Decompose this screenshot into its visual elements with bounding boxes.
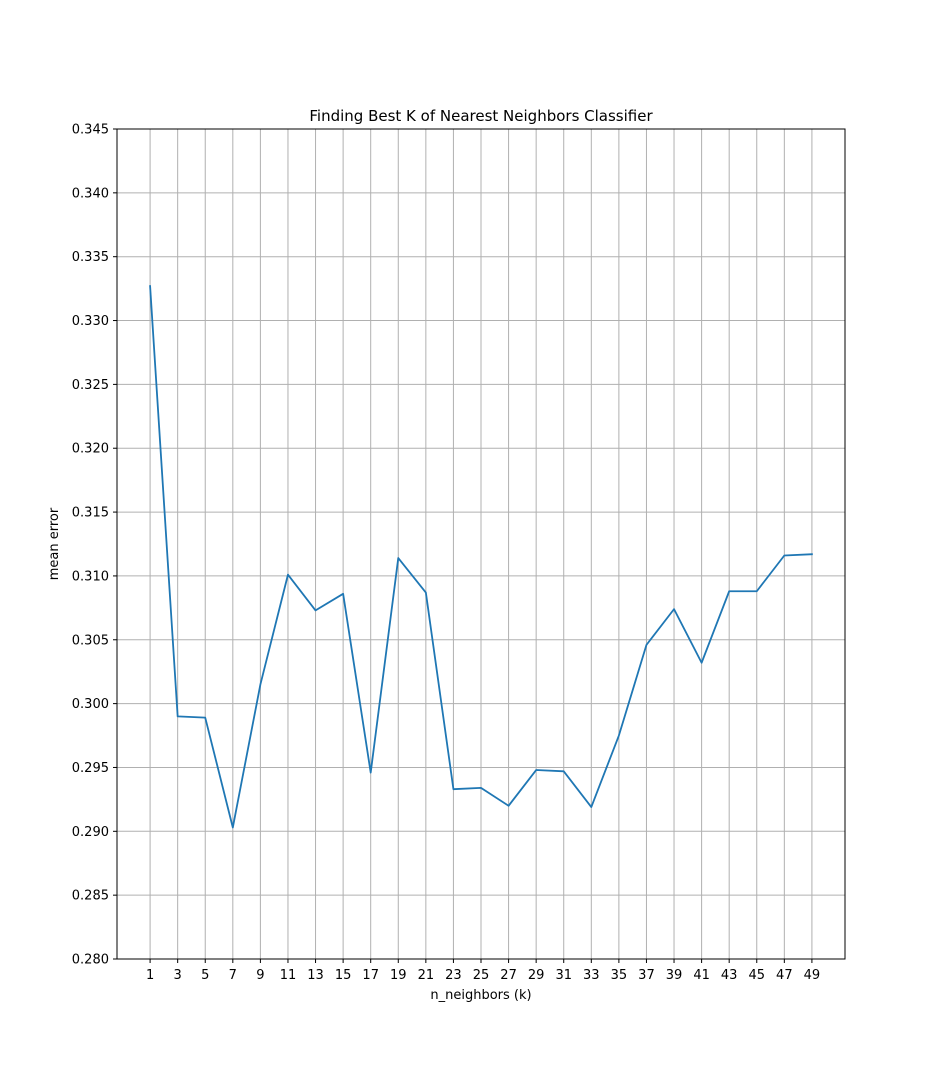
x-tick-label: 31 bbox=[555, 968, 572, 983]
y-tick-label: 0.325 bbox=[72, 378, 109, 393]
x-tick-label: 35 bbox=[611, 968, 628, 983]
x-tick-label: 39 bbox=[666, 968, 683, 983]
y-tick-label: 0.330 bbox=[72, 314, 109, 329]
x-tick-label: 13 bbox=[307, 968, 324, 983]
x-tick-label: 11 bbox=[280, 968, 297, 983]
x-tick-label: 19 bbox=[390, 968, 407, 983]
ticks: 1 3 5 7 9 11 13 15 17 19 21 23 25 27 29 31 33 35 37 39 41 43 4… bbox=[72, 123, 820, 984]
x-tick-label: 9 bbox=[256, 968, 264, 983]
y-tick-label: 0.285 bbox=[72, 889, 109, 904]
data-point bbox=[287, 574, 289, 576]
x-tick-label: 21 bbox=[418, 968, 435, 983]
y-tick-label: 0.320 bbox=[72, 442, 109, 457]
y-axis-label: mean error bbox=[47, 507, 62, 580]
y-tick-label: 0.315 bbox=[72, 506, 109, 521]
x-tick-label: 41 bbox=[693, 968, 710, 983]
data-point bbox=[397, 557, 399, 559]
y-tick-label: 0.295 bbox=[72, 761, 109, 776]
y-tick-label: 0.280 bbox=[72, 953, 109, 968]
x-tick-label: 37 bbox=[638, 968, 655, 983]
x-tick-label: 45 bbox=[748, 968, 765, 983]
x-tick-label: 23 bbox=[445, 968, 462, 983]
data-point bbox=[315, 609, 317, 611]
data-point bbox=[232, 826, 234, 828]
x-tick-label: 3 bbox=[174, 968, 182, 983]
data-point bbox=[204, 717, 206, 719]
data-point bbox=[177, 715, 179, 717]
data-point bbox=[783, 554, 785, 556]
x-tick-label: 7 bbox=[229, 968, 237, 983]
x-tick-label: 5 bbox=[201, 968, 209, 983]
y-tick-label: 0.340 bbox=[72, 186, 109, 201]
data-point bbox=[370, 772, 372, 774]
data-point bbox=[645, 644, 647, 646]
y-tick-label: 0.345 bbox=[72, 123, 109, 138]
x-tick-label: 49 bbox=[804, 968, 821, 983]
x-tick-label: 1 bbox=[146, 968, 154, 983]
data-point bbox=[452, 788, 454, 790]
data-point bbox=[673, 608, 675, 610]
data-point bbox=[756, 590, 758, 592]
data-point bbox=[590, 806, 592, 808]
data-point bbox=[342, 593, 344, 595]
x-tick-label: 25 bbox=[473, 968, 490, 983]
x-tick-label: 15 bbox=[335, 968, 352, 983]
chart-title: Finding Best K of Nearest Neighbors Clas… bbox=[309, 107, 653, 125]
data-point bbox=[618, 735, 620, 737]
data-point bbox=[480, 787, 482, 789]
series-layer bbox=[149, 285, 813, 829]
x-tick-label: 29 bbox=[528, 968, 545, 983]
data-point bbox=[259, 683, 261, 685]
x-tick-label: 43 bbox=[721, 968, 738, 983]
y-tick-label: 0.305 bbox=[72, 633, 109, 648]
x-tick-label: 47 bbox=[776, 968, 793, 983]
data-point bbox=[149, 285, 151, 287]
x-tick-label: 27 bbox=[500, 968, 517, 983]
y-tick-label: 0.300 bbox=[72, 697, 109, 712]
data-point bbox=[728, 590, 730, 592]
data-point bbox=[811, 553, 813, 555]
data-point bbox=[563, 770, 565, 772]
data-point bbox=[535, 769, 537, 771]
y-tick-label: 0.335 bbox=[72, 250, 109, 265]
data-point bbox=[425, 592, 427, 594]
y-tick-label: 0.290 bbox=[72, 825, 109, 840]
x-axis-label: n_neighbors (k) bbox=[430, 988, 531, 1003]
series-line bbox=[149, 285, 813, 829]
x-tick-label: 17 bbox=[362, 968, 379, 983]
x-tick-label: 33 bbox=[583, 968, 600, 983]
data-point bbox=[701, 662, 703, 664]
y-tick-label: 0.310 bbox=[72, 569, 109, 584]
data-point bbox=[508, 805, 510, 807]
